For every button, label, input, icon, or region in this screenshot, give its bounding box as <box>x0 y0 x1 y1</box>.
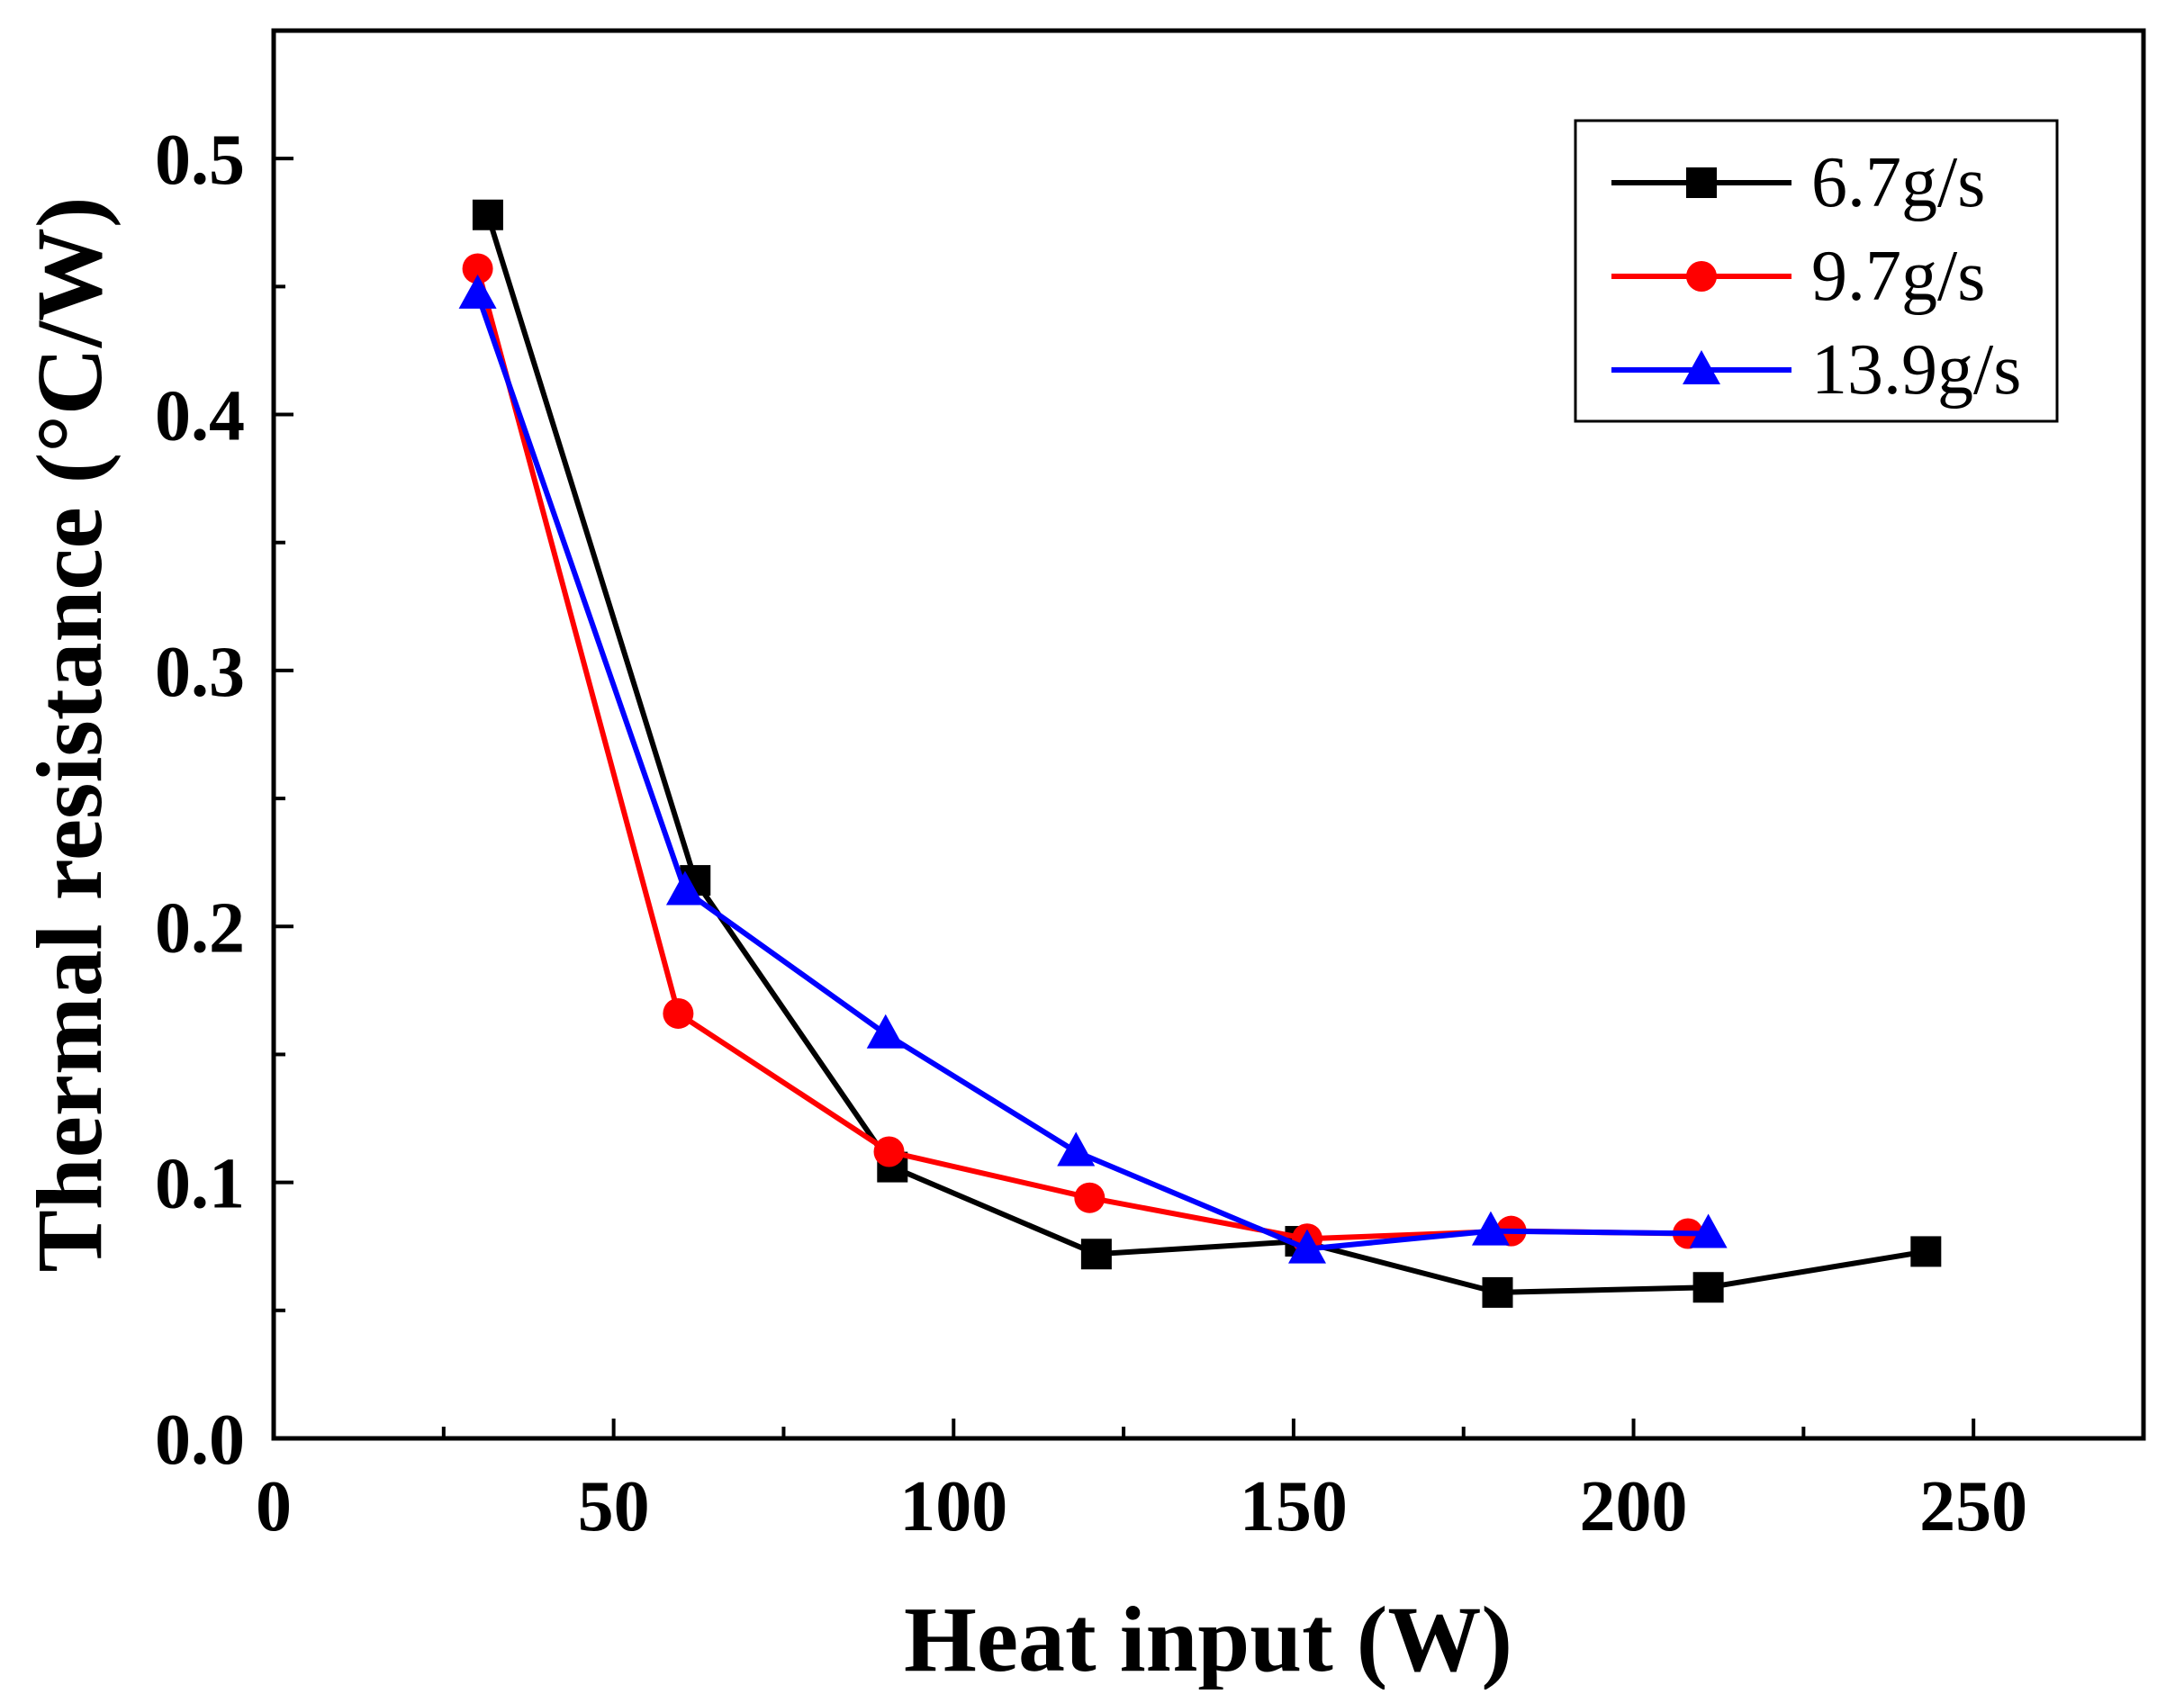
legend-label: 9.7g/s <box>1811 237 1985 316</box>
data-point <box>866 1014 905 1049</box>
data-point <box>458 274 497 309</box>
legend-entry: 6.7g/s <box>1611 143 1985 222</box>
series-line <box>474 267 1689 1242</box>
y-tick-label: 0.5 <box>155 121 245 200</box>
data-point <box>873 1136 905 1167</box>
legend-entries: 6.7g/s 9.7g/s 13.9g/s <box>1611 143 2021 410</box>
y-tick-label: 0.2 <box>155 888 245 968</box>
series-2 <box>462 253 1703 1255</box>
y-tick-label: 0.4 <box>155 377 245 456</box>
y-tick-label: 0.1 <box>155 1145 245 1224</box>
data-point <box>1910 1236 1942 1267</box>
data-point <box>472 199 503 230</box>
legend-entry: 13.9g/s <box>1611 330 2021 410</box>
y-axis-title: Thermal resistance (°C/W) <box>18 197 122 1273</box>
plot-frame <box>271 28 2146 1441</box>
tick-marks <box>272 29 2145 1440</box>
x-tick-label: 100 <box>899 1467 1007 1546</box>
legend-label: 6.7g/s <box>1811 143 1985 222</box>
data-point <box>1288 1229 1327 1264</box>
data-point <box>1689 1213 1728 1248</box>
data-point <box>1482 1276 1513 1308</box>
x-tick-label: 0 <box>256 1467 292 1546</box>
x-tick-label: 200 <box>1580 1467 1688 1546</box>
data-point <box>1080 1239 1112 1270</box>
x-axis-title: Heat input (W) <box>904 1588 1512 1689</box>
y-tick-labels: 0.0 0.1 0.2 0.3 0.4 0.5 <box>155 121 245 1480</box>
data-point <box>462 253 493 284</box>
legend-entry: 9.7g/s <box>1611 237 1985 316</box>
x-tick-label: 50 <box>578 1467 650 1546</box>
data-point <box>1471 1211 1510 1246</box>
x-tick-labels: 0 50 100 150 200 250 <box>256 1467 2027 1546</box>
legend-marker <box>1686 167 1717 198</box>
data-point <box>1074 1182 1106 1213</box>
legend-marker <box>1686 261 1717 292</box>
data-point <box>663 997 694 1029</box>
x-tick-label: 250 <box>1919 1467 2027 1546</box>
legend-label: 13.9g/s <box>1811 330 2021 410</box>
series-line <box>485 213 1927 1295</box>
series-group <box>458 199 1942 1308</box>
legend-marker <box>1683 350 1720 384</box>
data-point <box>1692 1272 1724 1303</box>
data-point <box>1057 1131 1096 1167</box>
y-tick-label: 0.0 <box>155 1401 245 1480</box>
series-3 <box>458 274 1728 1264</box>
x-tick-label: 150 <box>1240 1467 1348 1546</box>
y-tick-label: 0.3 <box>155 633 245 712</box>
data-point <box>665 870 704 906</box>
legend: 6.7g/s 9.7g/s 13.9g/s <box>1574 119 2059 423</box>
